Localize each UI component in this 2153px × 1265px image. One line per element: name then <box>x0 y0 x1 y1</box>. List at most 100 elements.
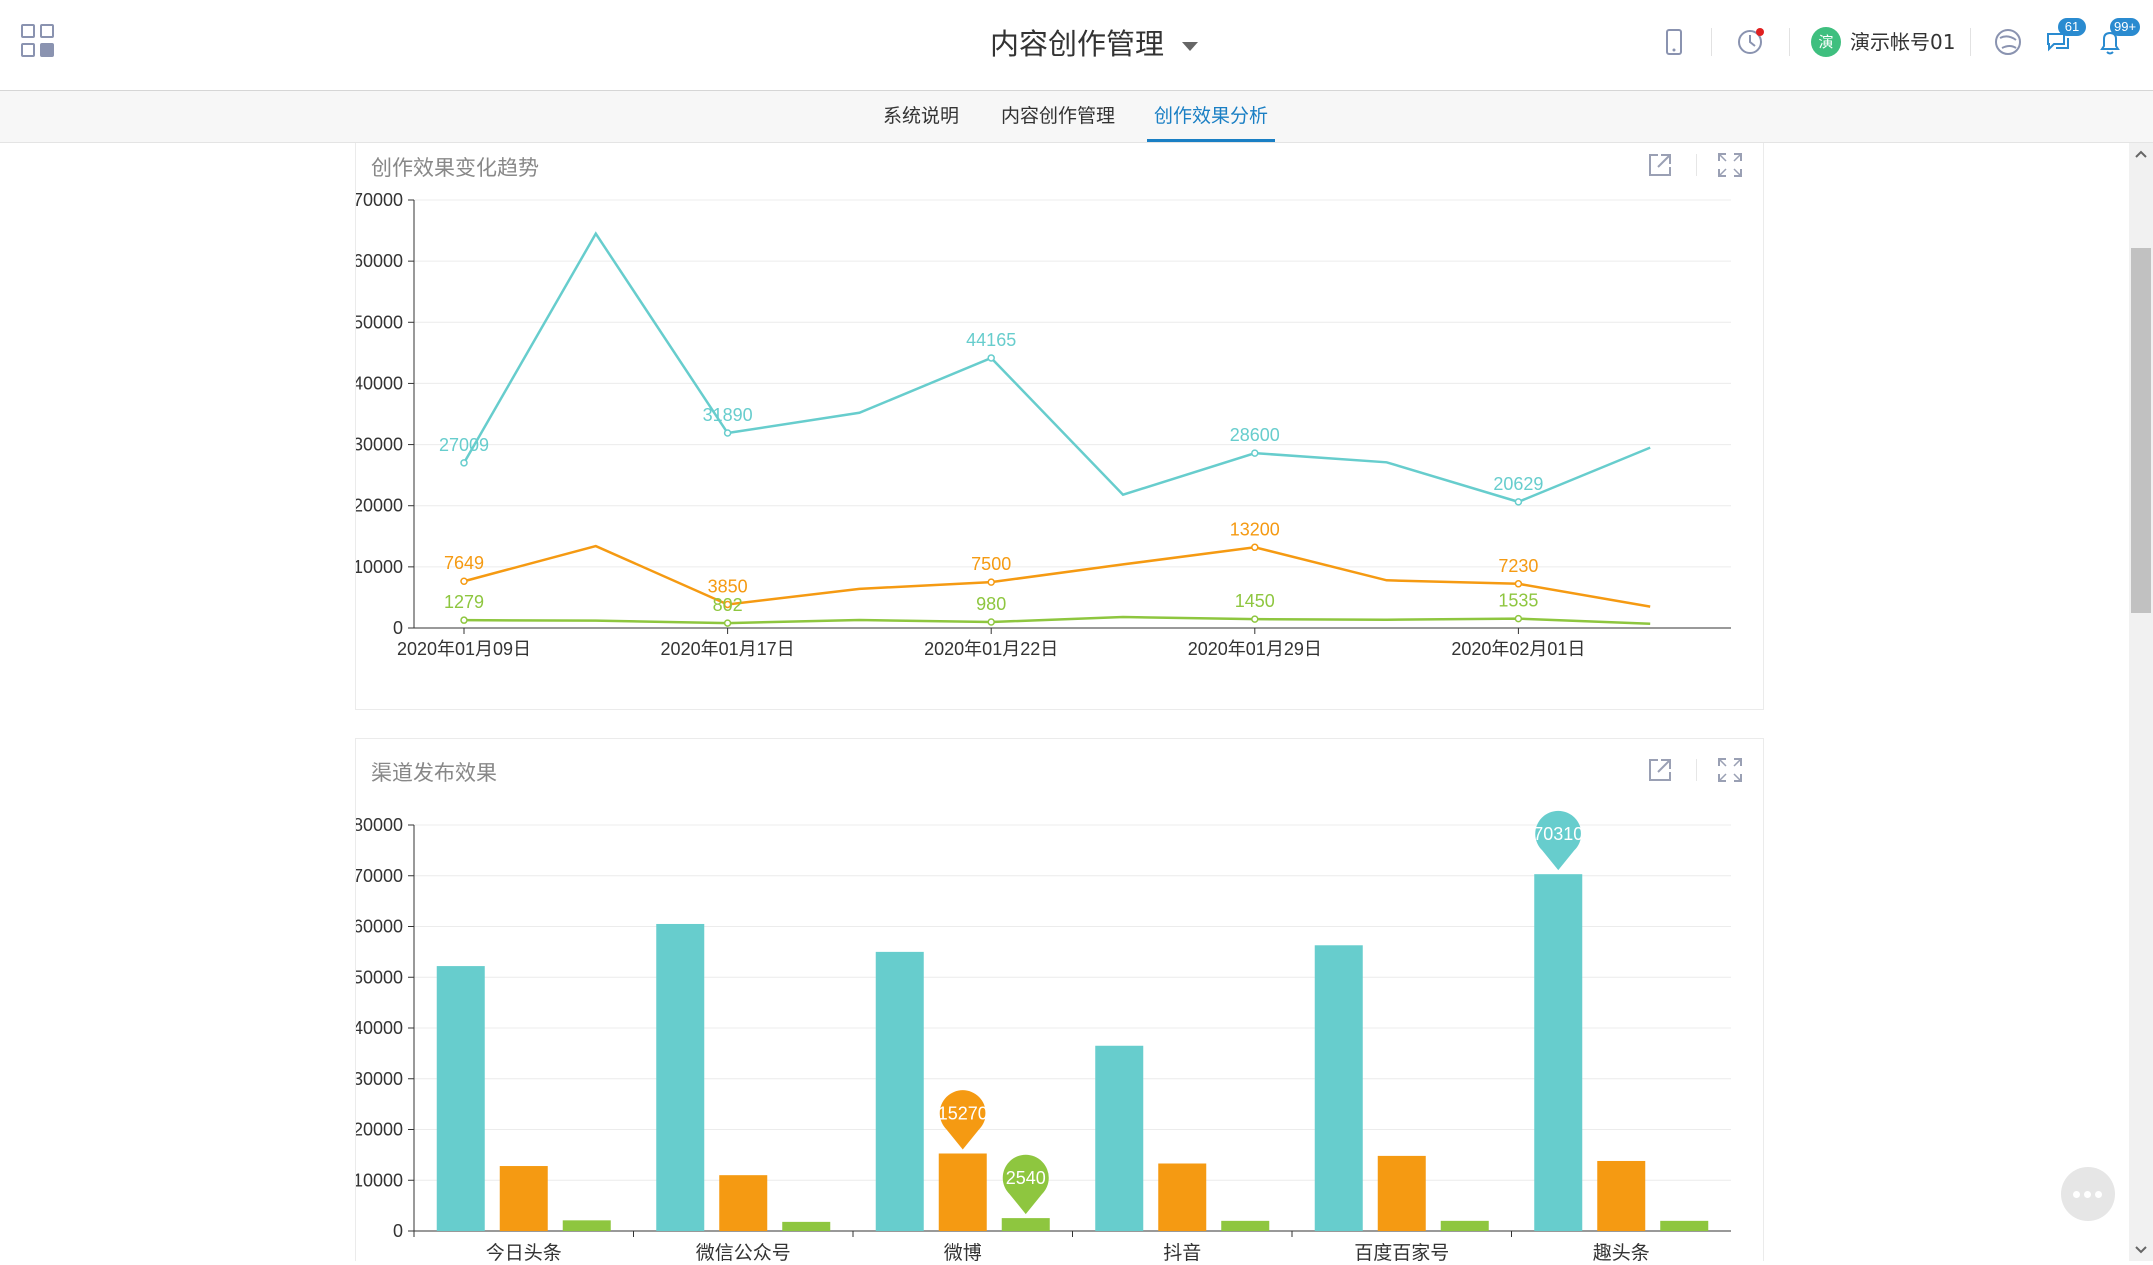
x-tick-label: 百度百家号 <box>1354 1242 1449 1261</box>
trend-line-chart: 0 10000 20000 30000 40000 50000 60000 70000 2020… <box>356 190 1731 659</box>
tab-system-description[interactable]: 系统说明 <box>883 105 960 127</box>
bell-icon[interactable]: 99+ <box>2090 18 2141 62</box>
header-divider <box>1970 28 1971 56</box>
data-label: 7230 <box>1498 556 1538 576</box>
bar <box>1597 1160 1646 1231</box>
vertical-scrollbar[interactable] <box>2129 143 2153 1261</box>
bar <box>436 966 485 1231</box>
y-tick-label: 70000 <box>356 866 403 886</box>
series-line <box>463 615 1651 625</box>
message-badge: 61 <box>2058 18 2086 36</box>
header-divider <box>1789 28 1790 56</box>
bar <box>1095 1045 1144 1231</box>
mobile-icon[interactable] <box>1654 22 1694 62</box>
marker-pin <box>1002 1154 1049 1215</box>
data-point <box>1514 614 1523 623</box>
bar <box>1660 1220 1709 1231</box>
series-line <box>462 231 1651 504</box>
notification-badge: 99+ <box>2110 18 2141 36</box>
fullscreen-icon[interactable] <box>1716 151 1744 179</box>
marker-pin-label: 70310 <box>1533 824 1583 844</box>
data-point <box>987 578 995 586</box>
y-tick-label: 0 <box>393 1221 403 1241</box>
bar <box>782 1221 831 1231</box>
y-tick-label: 70000 <box>356 190 403 210</box>
series-line <box>463 544 1651 608</box>
y-tick-label: 50000 <box>356 967 403 987</box>
top-header: 内容创作管理 演 演示帐号01 61 99+ <box>0 0 2153 91</box>
bar <box>499 1166 548 1231</box>
message-icon[interactable]: 61 <box>2038 18 2086 62</box>
data-point <box>1514 498 1523 506</box>
bar <box>562 1220 611 1231</box>
y-tick-label: 60000 <box>356 917 403 937</box>
bar <box>1158 1163 1207 1231</box>
y-tick-label: 30000 <box>356 435 403 455</box>
bar <box>1534 874 1583 1231</box>
tab-effect-analysis[interactable]: 创作效果分析 <box>1146 91 1276 142</box>
data-point <box>723 429 732 437</box>
data-point <box>987 354 995 362</box>
app-title: 内容创作管理 <box>990 27 1165 61</box>
trend-panel: 创作效果变化趋势 0 10000 20000 30000 40000 50000 60000… <box>355 143 1764 710</box>
data-label: 980 <box>976 594 1006 614</box>
bar <box>875 951 924 1231</box>
data-point <box>1514 580 1523 588</box>
channel-panel: 渠道发布效果 0 10000 20000 30000 40000 50000 60000 70… <box>355 738 1764 1261</box>
x-tick-label: 微信公众号 <box>696 1242 791 1261</box>
scrollbar-thumb[interactable] <box>2131 248 2151 613</box>
bar <box>1314 945 1363 1231</box>
bar <box>719 1175 768 1231</box>
history-icon[interactable] <box>1730 22 1770 62</box>
x-tick-label: 2020年01月09日 <box>397 639 531 659</box>
scroll-down-icon[interactable] <box>2129 1237 2153 1261</box>
app-title-dropdown[interactable]: 内容创作管理 <box>990 22 1199 66</box>
data-label: 7500 <box>971 554 1011 574</box>
x-tick-label: 2020年01月22日 <box>924 639 1058 659</box>
data-label: 27009 <box>439 435 489 455</box>
scroll-up-icon[interactable] <box>2129 143 2153 167</box>
data-point <box>987 618 995 626</box>
x-tick-label: 2020年01月29日 <box>1188 639 1322 659</box>
marker-pin <box>939 1090 986 1150</box>
y-tick-label: 0 <box>393 618 403 638</box>
data-point <box>460 616 468 624</box>
data-label: 1450 <box>1235 591 1275 611</box>
chevron-down-icon <box>1182 41 1199 51</box>
y-tick-label: 10000 <box>356 1170 403 1190</box>
data-label: 1535 <box>1498 591 1538 611</box>
data-label: 20629 <box>1493 474 1543 494</box>
y-tick-label: 10000 <box>356 557 403 577</box>
data-point <box>1251 543 1259 552</box>
bar <box>1377 1155 1426 1231</box>
external-link-icon[interactable] <box>1646 756 1674 784</box>
y-tick-label: 60000 <box>356 251 403 271</box>
more-options-button[interactable] <box>2061 1167 2115 1221</box>
app-grid-icon[interactable] <box>21 24 54 57</box>
fullscreen-icon[interactable] <box>1716 756 1744 784</box>
data-label: 28600 <box>1230 425 1280 445</box>
y-tick-label: 40000 <box>356 1018 403 1038</box>
tab-content-management[interactable]: 内容创作管理 <box>1001 105 1116 127</box>
data-label: 44165 <box>966 330 1016 350</box>
header-divider <box>1711 28 1712 56</box>
bar <box>1221 1220 1270 1231</box>
avatar[interactable]: 演 <box>1811 27 1841 57</box>
data-label: 13200 <box>1230 519 1280 539</box>
tab-bar: 系统说明 内容创作管理 创作效果分析 <box>0 91 2153 143</box>
x-tick-label: 趣头条 <box>1593 1242 1650 1261</box>
data-label: 31890 <box>703 405 753 425</box>
x-tick-label: 今日头条 <box>486 1242 562 1261</box>
theme-icon[interactable] <box>1988 22 2028 62</box>
y-tick-label: 50000 <box>356 312 403 332</box>
panel-title: 渠道发布效果 <box>371 761 497 785</box>
y-tick-label: 40000 <box>356 373 403 393</box>
toolbar-divider <box>1696 154 1697 176</box>
x-tick-label: 2020年01月17日 <box>661 639 795 659</box>
marker-pin-label: 15270 <box>938 1104 988 1124</box>
marker-pin <box>1535 810 1582 871</box>
data-point <box>460 577 468 585</box>
main-content: 创作效果变化趋势 0 10000 20000 30000 40000 50000 60000… <box>0 143 2130 1261</box>
username[interactable]: 演示帐号01 <box>1850 30 1956 54</box>
external-link-icon[interactable] <box>1646 151 1674 179</box>
